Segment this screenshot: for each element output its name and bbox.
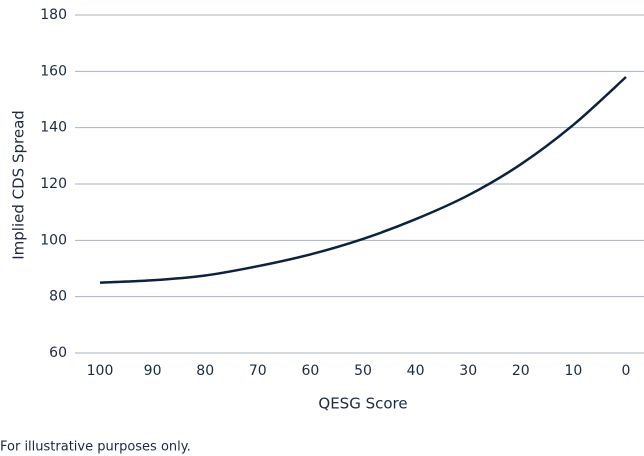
x-tick-label: 20 [512, 363, 530, 379]
y-tick-label: 120 [40, 176, 67, 192]
line [99, 76, 627, 284]
x-tick-label: 40 [407, 363, 425, 379]
y-tick-label: 100 [40, 232, 67, 248]
x-tick-label: 70 [249, 363, 267, 379]
x-tick-label: 80 [196, 363, 214, 379]
x-tick-label: 100 [87, 363, 114, 379]
x-tick-label: 0 [622, 363, 631, 379]
y-axis-label: Implied CDS Spread [10, 110, 28, 260]
y-tick-label: 180 [40, 7, 67, 23]
x-tick-label: 10 [564, 363, 582, 379]
y-tick-label: 140 [40, 120, 67, 136]
footnote: For illustrative purposes only. [0, 440, 191, 455]
x-axis-label: QESG Score [318, 395, 407, 413]
x-tick-label: 50 [354, 363, 372, 379]
y-tick-label: 60 [49, 345, 67, 361]
x-tick-label: 90 [144, 363, 162, 379]
y-tick-label: 160 [40, 63, 67, 79]
y-tick-label: 80 [49, 289, 67, 305]
x-tick-label: 30 [459, 363, 477, 379]
x-tick-label: 60 [301, 363, 319, 379]
